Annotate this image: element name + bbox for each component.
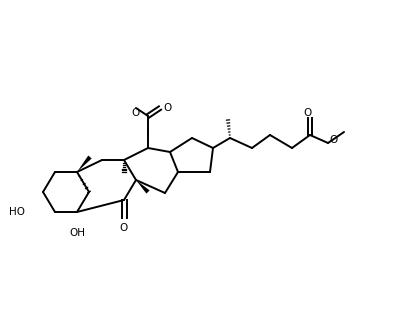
Text: HO: HO <box>9 207 25 217</box>
Text: O: O <box>120 223 128 233</box>
Text: O: O <box>303 108 311 118</box>
Text: OH: OH <box>69 228 85 238</box>
Text: O: O <box>164 103 172 113</box>
Text: O: O <box>329 135 337 145</box>
Polygon shape <box>136 180 150 194</box>
Text: O: O <box>131 108 139 118</box>
Polygon shape <box>77 156 92 172</box>
